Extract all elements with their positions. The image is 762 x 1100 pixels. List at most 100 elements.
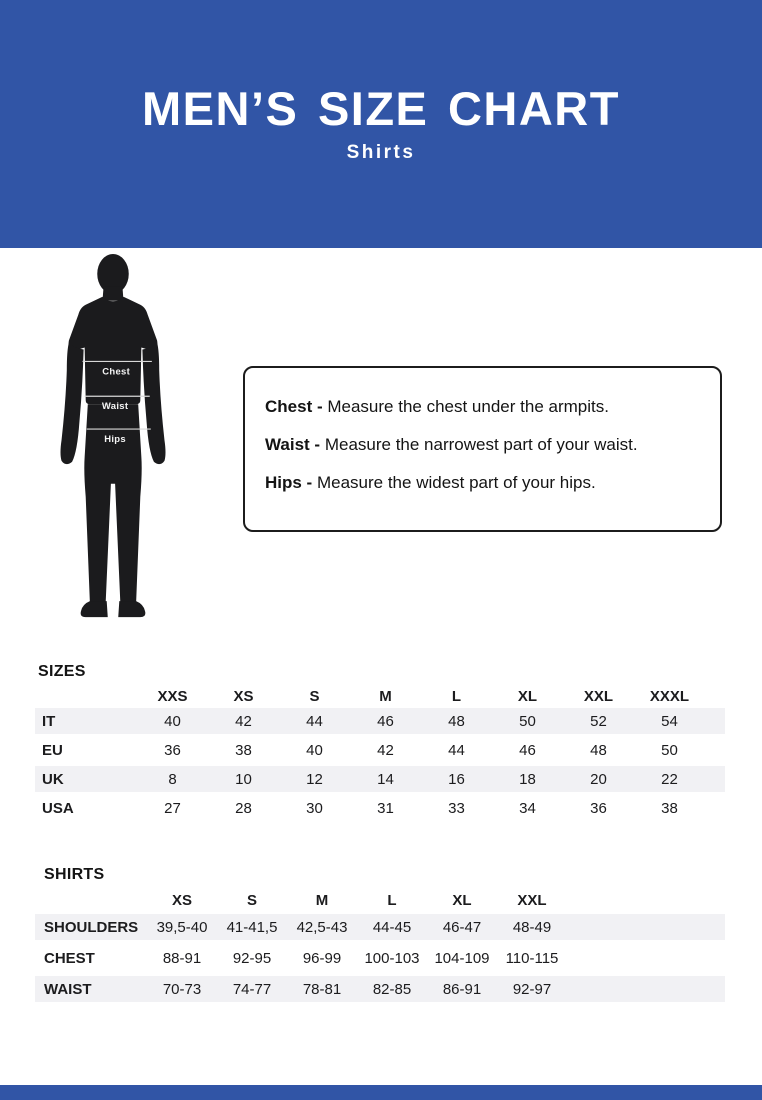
sizes-table: XXS XS S M L XL XXL XXXL IT 40 42 44 46 …	[35, 684, 725, 824]
filler-cell	[567, 945, 725, 971]
filler-cell	[705, 708, 725, 734]
table-row-waist: WAIST 70-73 74-77 78-81 82-85 86-91 92-9…	[35, 976, 725, 1002]
row-label: CHEST	[44, 949, 95, 967]
row-label: USA	[42, 799, 74, 817]
measurement-cell: 100-103	[364, 949, 420, 967]
silhouette-right-foot	[118, 601, 146, 618]
size-cell: 44	[448, 741, 465, 759]
size-cell: 44	[279, 708, 350, 734]
legend-term-waist: Waist -	[265, 435, 321, 454]
legend-term-hips: Hips -	[265, 473, 313, 492]
size-cell: 34	[519, 799, 536, 817]
size-cell: 30	[306, 799, 323, 817]
table-row-uk: UK 8 10 12 14 16 18 20 22	[35, 766, 725, 792]
measurement-cell: 110-115	[505, 949, 559, 967]
size-cell: 36	[590, 799, 607, 817]
sizes-header-spacer	[35, 687, 137, 705]
size-cell: 10	[208, 766, 279, 792]
measurement-cell: 96-99	[302, 949, 342, 967]
sizes-header-row: XXS XS S M L XL XXL XXXL	[35, 687, 725, 705]
column-header: S	[246, 891, 257, 909]
column-header: XXXL	[649, 687, 690, 705]
silhouette-left-foot	[80, 601, 108, 618]
male-silhouette-icon: Chest Waist Hips	[60, 253, 166, 618]
measurement-cell: 104-109	[434, 949, 490, 967]
column-header: XL	[517, 687, 538, 705]
column-header: L	[387, 891, 397, 909]
size-cell: 52	[563, 708, 634, 734]
measurement-cell: 86-91	[427, 976, 497, 1002]
measurement-cell: 74-77	[217, 976, 287, 1002]
size-cell: 48	[590, 741, 607, 759]
table-row-shoulders: SHOULDERS 39,5-40 41-41,5 42,5-43 44-45 …	[35, 914, 725, 940]
shirts-header-row: XS S M L XL XXL	[35, 891, 725, 909]
size-cell: 46	[350, 708, 421, 734]
row-label: EU	[42, 741, 63, 759]
filler-cell	[705, 795, 725, 821]
chest-line-label: Chest	[102, 367, 130, 377]
silhouette-torso	[68, 296, 158, 405]
size-cell: 38	[661, 799, 678, 817]
filler-cell	[567, 976, 725, 1002]
size-cell: 16	[421, 766, 492, 792]
filler-cell	[567, 914, 725, 940]
silhouette-left-arm	[60, 342, 84, 465]
legend-term-chest: Chest -	[265, 397, 323, 416]
size-cell: 20	[563, 766, 634, 792]
size-cell: 46	[519, 741, 536, 759]
size-cell: 54	[634, 708, 705, 734]
size-cell: 50	[492, 708, 563, 734]
sizes-section-title: SIZES	[38, 663, 86, 680]
size-cell: 42	[377, 741, 394, 759]
filler-cell	[705, 687, 725, 705]
column-header: XL	[452, 891, 472, 909]
page-subtitle: Shirts	[346, 142, 416, 164]
measurement-cell: 88-91	[162, 949, 202, 967]
table-row-eu: EU 36 38 40 42 44 46 48 50	[35, 737, 725, 763]
size-cell: 38	[235, 741, 252, 759]
size-cell: 33	[448, 799, 465, 817]
table-row-usa: USA 27 28 30 31 33 34 36 38	[35, 795, 725, 821]
size-cell: 28	[235, 799, 252, 817]
legend-item-waist: Waist - Measure the narrowest part of yo…	[265, 436, 706, 454]
row-label: UK	[35, 766, 137, 792]
measurement-cell: 39,5-40	[147, 914, 217, 940]
size-cell: 42	[208, 708, 279, 734]
hips-line-label: Hips	[104, 434, 126, 444]
column-header: XXS	[157, 687, 188, 705]
silhouette-neck	[102, 286, 124, 301]
silhouette-legs	[84, 404, 142, 604]
filler-cell	[705, 737, 725, 763]
size-cell: 8	[137, 766, 208, 792]
footer-bar	[0, 1085, 762, 1100]
column-header: XS	[171, 891, 192, 909]
header-banner: MEN’S SIZE CHART Shirts	[0, 0, 762, 248]
size-cell: 27	[164, 799, 181, 817]
measurement-cell: 78-81	[287, 976, 357, 1002]
column-header: XXL	[583, 687, 614, 705]
row-label: IT	[35, 708, 137, 734]
size-cell: 18	[492, 766, 563, 792]
measurement-cell: 46-47	[427, 914, 497, 940]
column-header: XS	[233, 687, 254, 705]
waist-line-label: Waist	[102, 401, 128, 411]
column-header: XXL	[517, 891, 547, 909]
column-header: M	[379, 687, 392, 705]
table-row-it: IT 40 42 44 46 48 50 52 54	[35, 708, 725, 734]
filler-cell	[567, 891, 725, 909]
measurement-cell: 44-45	[357, 914, 427, 940]
page-title: MEN’S SIZE CHART	[142, 82, 620, 135]
column-header: S	[309, 687, 320, 705]
legend-item-hips: Hips - Measure the widest part of your h…	[265, 474, 706, 492]
size-cell: 40	[306, 741, 323, 759]
measurement-cell: 48-49	[497, 914, 567, 940]
measurement-legend-box: Chest - Measure the chest under the armp…	[243, 366, 722, 532]
row-label: WAIST	[35, 976, 147, 1002]
body-measurement-diagram: Chest Waist Hips	[50, 253, 176, 631]
silhouette-right-arm	[142, 342, 166, 465]
measurement-cell: 92-95	[232, 949, 272, 967]
legend-definition-waist: Measure the narrowest part of your waist…	[324, 435, 638, 454]
shirts-table: XS S M L XL XXL SHOULDERS 39,5-40 41-41,…	[35, 886, 725, 1007]
measurement-cell: 82-85	[357, 976, 427, 1002]
